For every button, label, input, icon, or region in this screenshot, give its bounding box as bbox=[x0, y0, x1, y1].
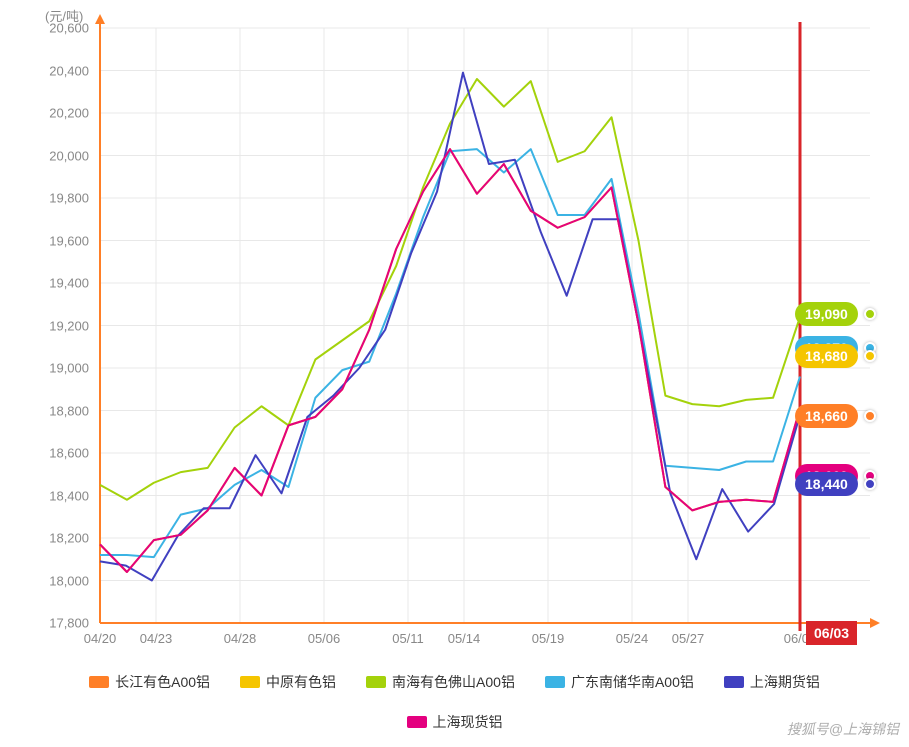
legend-swatch bbox=[545, 676, 565, 688]
series-value-badge: 19,090 bbox=[795, 302, 858, 326]
x-tick-label: 04/20 bbox=[84, 631, 117, 646]
legend-item[interactable]: 上海现货铝 bbox=[407, 712, 503, 732]
y-tick-label: 17,800 bbox=[49, 616, 89, 631]
current-date-badge: 06/03 bbox=[806, 621, 857, 645]
series-end-dot bbox=[864, 350, 876, 362]
legend-label: 上海期货铝 bbox=[750, 672, 820, 692]
x-tick-label: 04/28 bbox=[224, 631, 257, 646]
y-tick-label: 19,600 bbox=[49, 233, 89, 248]
series-end-dot bbox=[864, 478, 876, 490]
x-tick-label: 05/27 bbox=[672, 631, 705, 646]
x-tick-label: 05/14 bbox=[448, 631, 481, 646]
legend-item[interactable]: 长江有色A00铝 bbox=[89, 672, 210, 692]
legend-item[interactable]: 南海有色佛山A00铝 bbox=[366, 672, 515, 692]
series-value-badge: 18,440 bbox=[795, 472, 858, 496]
legend-item[interactable]: 中原有色铝 bbox=[240, 672, 336, 692]
x-tick-label: 05/19 bbox=[532, 631, 565, 646]
y-tick-label: 19,800 bbox=[49, 191, 89, 206]
legend-label: 广东南储华南A00铝 bbox=[571, 672, 694, 692]
legend-label: 中原有色铝 bbox=[266, 672, 336, 692]
legend-swatch bbox=[240, 676, 260, 688]
legend-swatch bbox=[407, 716, 427, 728]
legend-swatch bbox=[89, 676, 109, 688]
x-tick-label: 05/06 bbox=[308, 631, 341, 646]
legend-swatch bbox=[366, 676, 386, 688]
chart-container: (元/吨) 17,80018,00018,20018,40018,60018,8… bbox=[0, 0, 909, 742]
legend-swatch bbox=[724, 676, 744, 688]
y-tick-label: 20,400 bbox=[49, 63, 89, 78]
y-tick-label: 18,000 bbox=[49, 573, 89, 588]
y-tick-label: 19,000 bbox=[49, 361, 89, 376]
y-tick-label: 19,200 bbox=[49, 318, 89, 333]
legend: 长江有色A00铝 中原有色铝 南海有色佛山A00铝 广东南储华南A00铝 上海期货铝上海… bbox=[0, 672, 909, 732]
legend-label: 南海有色佛山A00铝 bbox=[392, 672, 515, 692]
y-tick-label: 18,600 bbox=[49, 446, 89, 461]
y-tick-label: 20,000 bbox=[49, 148, 89, 163]
y-tick-label: 18,400 bbox=[49, 488, 89, 503]
x-tick-label: 04/23 bbox=[140, 631, 173, 646]
y-tick-label: 18,200 bbox=[49, 531, 89, 546]
y-tick-label: 20,200 bbox=[49, 106, 89, 121]
series-value-badge: 18,660 bbox=[795, 404, 858, 428]
watermark-text: 搜狐号@上海锦铝 bbox=[787, 719, 899, 739]
y-tick-label: 20,600 bbox=[49, 21, 89, 36]
y-tick-label: 19,400 bbox=[49, 276, 89, 291]
y-tick-label: 18,800 bbox=[49, 403, 89, 418]
x-tick-label: 05/24 bbox=[616, 631, 649, 646]
legend-item[interactable]: 上海期货铝 bbox=[724, 672, 820, 692]
series-end-dot bbox=[864, 410, 876, 422]
series-end-dot bbox=[864, 308, 876, 320]
legend-label: 上海现货铝 bbox=[433, 712, 503, 732]
legend-label: 长江有色A00铝 bbox=[115, 672, 210, 692]
series-value-badge: 18,680 bbox=[795, 344, 858, 368]
x-tick-label: 05/11 bbox=[392, 631, 424, 646]
legend-item[interactable]: 广东南储华南A00铝 bbox=[545, 672, 694, 692]
